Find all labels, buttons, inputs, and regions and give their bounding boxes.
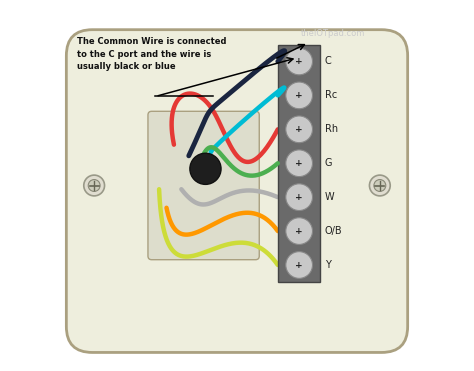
Text: +: +: [295, 193, 303, 202]
Text: +: +: [295, 159, 303, 168]
Text: +: +: [295, 91, 303, 100]
Circle shape: [286, 218, 312, 244]
Circle shape: [374, 180, 386, 191]
Text: O/B: O/B: [325, 226, 343, 236]
Bar: [278, 45, 320, 282]
Text: +: +: [295, 125, 303, 134]
Text: The Common Wire is connected
to the C port and the wire is
usually black or blue: The Common Wire is connected to the C po…: [77, 37, 227, 71]
Text: theIOTpad.com: theIOTpad.com: [301, 29, 365, 38]
Circle shape: [286, 82, 312, 109]
Text: +: +: [295, 57, 303, 66]
Text: Rc: Rc: [325, 91, 337, 101]
Circle shape: [84, 175, 105, 196]
Text: Rh: Rh: [325, 124, 338, 134]
Text: C: C: [325, 56, 332, 66]
Circle shape: [286, 150, 312, 177]
Text: G: G: [325, 158, 332, 168]
Text: +: +: [295, 227, 303, 236]
Circle shape: [286, 48, 312, 75]
Circle shape: [88, 180, 100, 191]
FancyBboxPatch shape: [148, 111, 259, 260]
Circle shape: [190, 153, 221, 184]
Circle shape: [286, 116, 312, 143]
FancyBboxPatch shape: [66, 30, 408, 352]
Text: W: W: [325, 192, 335, 202]
Text: +: +: [295, 260, 303, 269]
Circle shape: [286, 184, 312, 210]
Circle shape: [286, 252, 312, 278]
Circle shape: [369, 175, 390, 196]
Text: Y: Y: [325, 260, 331, 270]
